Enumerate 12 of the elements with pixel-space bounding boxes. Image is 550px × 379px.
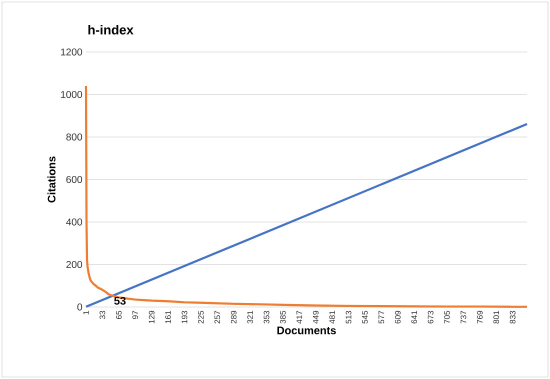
x-axis-title: Documents: [277, 326, 336, 334]
chart-title: h-index: [88, 24, 134, 34]
y-tick-label: 0: [77, 303, 82, 311]
y-tick-label: 200: [66, 260, 82, 268]
line-series: [84, 84, 528, 308]
y-tick-label: 800: [66, 133, 82, 141]
y-axis-title: Citations: [47, 156, 56, 202]
y-tick-label: 1000: [61, 90, 82, 98]
y-tick-label: 600: [66, 176, 82, 184]
y-tick-label: 400: [66, 218, 82, 226]
annotation: 53: [114, 296, 126, 305]
y-tick-label: 1200: [61, 48, 82, 56]
